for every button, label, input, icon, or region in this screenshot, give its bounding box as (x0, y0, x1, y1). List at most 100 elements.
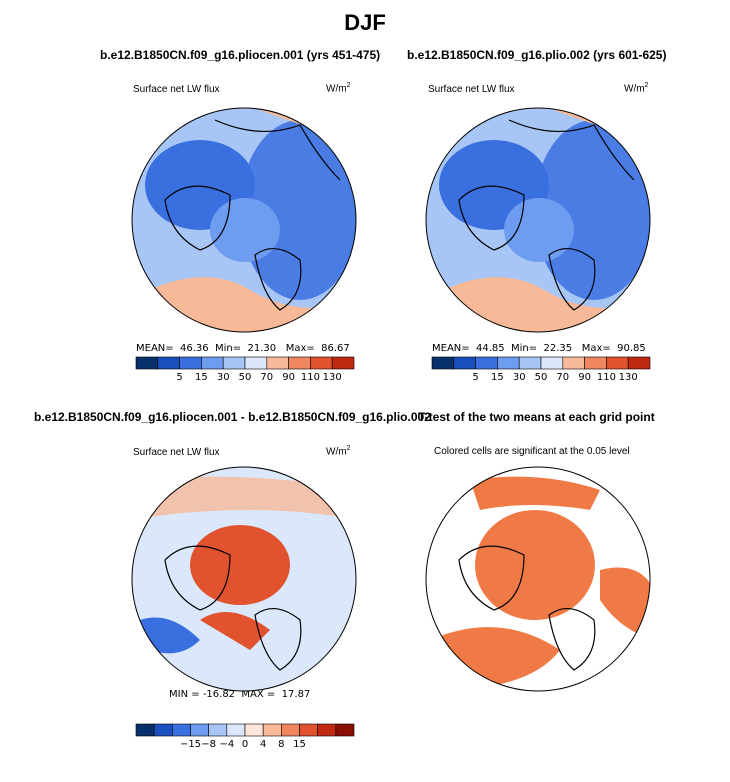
colorbar-swatch (606, 356, 629, 370)
panel-1-map-border (131, 107, 357, 333)
panel-3-units: W/m2 (326, 445, 351, 458)
panel-3-map-border (131, 466, 357, 692)
panel-3-barents-warm-field (200, 612, 270, 650)
colorbar-swatch (288, 356, 311, 370)
colorbar-tick-label: 90 (578, 372, 591, 383)
colorbar-swatch (317, 723, 337, 737)
panel-2-arctic-field (504, 198, 574, 262)
colorbar-swatch (208, 723, 228, 737)
panel-1-siberia-field (240, 120, 356, 300)
colorbar-tick-label: 15 (195, 372, 208, 383)
panel-1-header: b.e12.B1850CN.f09_g16.pliocen.001 (yrs 4… (100, 48, 381, 62)
colorbar-swatch (244, 356, 268, 370)
colorbar-tick-label: 5 (472, 372, 478, 383)
colorbar-swatch (201, 356, 224, 370)
panel-2-map (426, 108, 650, 332)
colorbar-tick-label: 130 (323, 372, 342, 383)
colorbar-swatch (331, 356, 355, 370)
panel-3-colorbar: −15 −8 −4 0 4 8 15 (135, 723, 355, 750)
colorbar-tick-label: 5 (176, 372, 182, 383)
panel-2-coastline-siberia (508, 119, 635, 181)
colorbar-swatch (299, 723, 318, 737)
panel-2-units: W/m2 (624, 82, 649, 95)
colorbar-swatch (135, 723, 155, 737)
panel-1-coastline-canada (164, 185, 231, 251)
colorbar-tick-label: 90 (282, 372, 295, 383)
colorbar-swatch (281, 723, 300, 737)
colorbar-tick-label: 50 (535, 372, 548, 383)
colorbar-tick-label: −8 (201, 739, 216, 750)
colorbar-swatch (453, 356, 476, 370)
panel-1-colorbar: 5 15 30 50 70 90 110 130 (135, 356, 355, 383)
page-title: DJF (344, 10, 386, 35)
panel-2-siberia-field (534, 120, 650, 300)
colorbar-swatch (222, 356, 246, 370)
colorbar-swatch (266, 356, 289, 370)
colorbar-tick-label: 110 (301, 372, 320, 383)
panel-2-colorbar: 5 15 30 50 70 90 110 130 (431, 356, 651, 383)
colorbar-swatch (135, 356, 159, 370)
panel-4-significant-arctic (475, 510, 595, 620)
colorbar-tick-label: 0 (242, 739, 248, 750)
panel-3-coastline-canada (164, 545, 231, 611)
panel-3-arctic-warm-field (190, 525, 290, 605)
colorbar-swatch (431, 356, 455, 370)
colorbar-swatch (475, 356, 498, 370)
panel-4-coastline-scandinavia (548, 608, 596, 671)
panel-4-note: Colored cells are significant at the 0.0… (434, 446, 630, 457)
panel-1-coastline-scandinavia (254, 248, 302, 311)
colorbar-tick-label: 15 (491, 372, 504, 383)
colorbar-swatch (335, 723, 355, 737)
colorbar-swatch (244, 723, 264, 737)
panel-3-map (132, 467, 356, 691)
panel-3-header: b.e12.B1850CN.f09_g16.pliocen.001 - b.e1… (34, 410, 431, 424)
panel-1-variable: Surface net LW flux (133, 84, 220, 95)
colorbar-swatch (179, 356, 202, 370)
panel-4-significant-eurasia (600, 567, 650, 640)
colorbar-swatch (518, 356, 542, 370)
panel-3-stats: MIN = -16.82 MAX = 17.87 (169, 689, 311, 700)
colorbar-tick-label: 15 (293, 739, 306, 750)
colorbar-tick-label: −4 (219, 739, 234, 750)
colorbar-tick-label: 30 (217, 372, 230, 383)
colorbar-swatch (226, 723, 246, 737)
colorbar-swatch (153, 723, 173, 737)
colorbar-tick-label: 8 (278, 739, 284, 750)
colorbar-tick-label: −15 (180, 739, 201, 750)
panel-2-stats: MEAN= 44.85 Min= 22.35 Max= 90.85 (432, 343, 646, 354)
panel-3-variable: Surface net LW flux (133, 447, 220, 458)
panel-1-stats: MEAN= 46.36 Min= 21.30 Max= 86.67 (136, 343, 350, 354)
panel-3-coastline-scandinavia (254, 608, 302, 671)
colorbar-tick-label: 70 (260, 372, 273, 383)
panel-4-coastline-canada (458, 545, 525, 611)
panel-2-map-border (425, 107, 651, 333)
panel-2-header: b.e12.B1850CN.f09_g16.plio.002 (yrs 601-… (407, 48, 667, 62)
panel-2-variable: Surface net LW flux (428, 84, 515, 95)
panel-1-units: W/m2 (326, 82, 351, 95)
colorbar-tick-label: 70 (556, 372, 569, 383)
panel-4-map-border (425, 466, 651, 692)
panel-3-labrador-cool-field (140, 617, 200, 654)
colorbar-tick-label: 110 (597, 372, 616, 383)
colorbar-swatch (540, 356, 564, 370)
colorbar-swatch (310, 356, 333, 370)
colorbar-swatch (190, 723, 209, 737)
colorbar-tick-label: 30 (513, 372, 526, 383)
colorbar-swatch (562, 356, 585, 370)
panel-4-significant-pacific (470, 476, 600, 510)
panel-1-coastline-siberia (214, 119, 341, 181)
panel-2-coastline-scandinavia (548, 248, 596, 311)
colorbar-swatch (627, 356, 651, 370)
colorbar-tick-label: 130 (619, 372, 638, 383)
colorbar-swatch (584, 356, 607, 370)
colorbar-swatch (262, 723, 282, 737)
colorbar-tick-label: 4 (260, 739, 266, 750)
colorbar-swatch (172, 723, 191, 737)
colorbar-swatch (157, 356, 180, 370)
panel-1-arctic-field (210, 198, 280, 262)
panel-3-pacific-field (132, 476, 356, 520)
panel-4-header: T-test of the two means at each grid poi… (418, 410, 655, 424)
colorbar-tick-label: 50 (239, 372, 252, 383)
panel-2-coastline-canada (458, 185, 525, 251)
